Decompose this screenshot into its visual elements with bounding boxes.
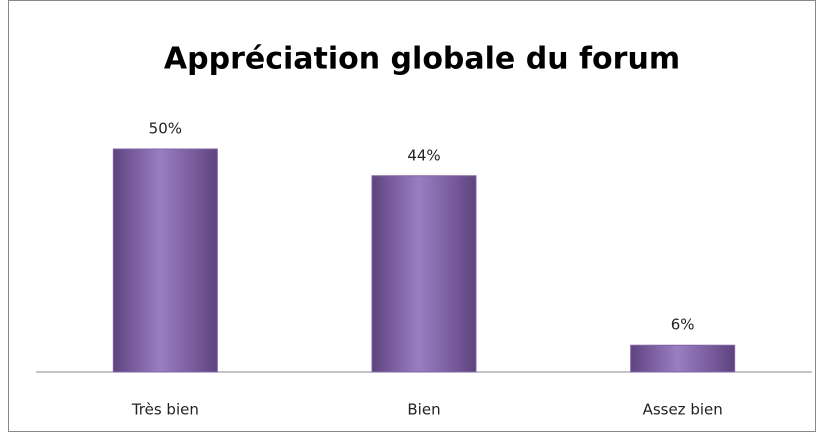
value-label: 6% [671,316,695,334]
chart-title: Appréciation globale du forum [164,42,680,77]
x-tick-label: Très bien [131,401,199,419]
bar [112,148,218,373]
bar [630,344,736,373]
value-label: 50% [149,120,182,138]
bar [371,175,477,373]
x-tick-label: Bien [407,401,440,419]
x-tick-label: Assez bien [643,401,723,419]
value-label: 44% [407,146,440,164]
